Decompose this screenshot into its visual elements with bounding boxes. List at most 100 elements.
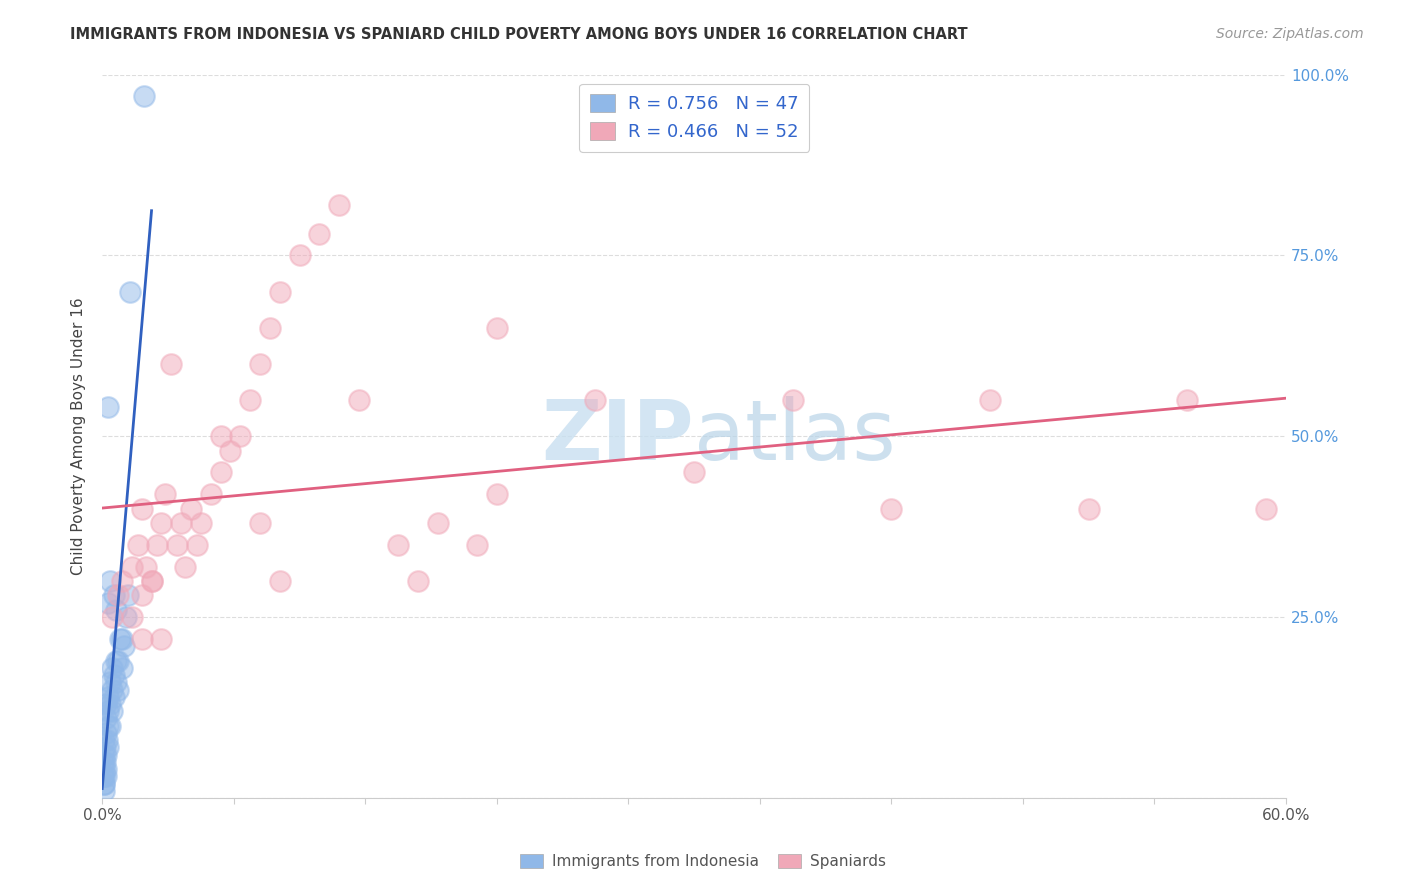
Point: [880, 501, 903, 516]
Point: [426, 516, 449, 530]
Point: [98, 675, 121, 690]
Point: [96, 711, 118, 725]
Point: [93, 733, 115, 747]
Point: [160, 357, 183, 371]
Text: IMMIGRANTS FROM INDONESIA VS SPANIARD CHILD POVERTY AMONG BOYS UNDER 16 CORRELAT: IMMIGRANTS FROM INDONESIA VS SPANIARD CH…: [70, 27, 967, 42]
Point: [107, 589, 129, 603]
Point: [583, 393, 606, 408]
Point: [97, 401, 120, 415]
Point: [97, 596, 120, 610]
Point: [174, 559, 197, 574]
Point: [121, 610, 143, 624]
Point: [101, 661, 124, 675]
Point: [97, 690, 120, 704]
Point: [249, 516, 271, 530]
Point: [91, 755, 114, 769]
Point: [117, 589, 139, 603]
Point: [98, 697, 121, 711]
Point: [1175, 393, 1198, 408]
Point: [308, 227, 330, 241]
Point: [98, 574, 121, 588]
Text: ZIP: ZIP: [541, 396, 695, 477]
Point: [269, 574, 291, 588]
Point: [209, 429, 232, 443]
Point: [269, 285, 291, 299]
Point: [131, 589, 153, 603]
Point: [93, 784, 115, 798]
Point: [101, 610, 124, 624]
Point: [108, 632, 131, 646]
Point: [93, 776, 115, 790]
Point: [135, 559, 157, 574]
Point: [115, 610, 138, 624]
Point: [219, 443, 242, 458]
Point: [288, 248, 311, 262]
Point: [170, 516, 193, 530]
Point: [150, 516, 173, 530]
Point: [101, 704, 124, 718]
Point: [103, 589, 125, 603]
Point: [249, 357, 271, 371]
Point: [485, 487, 508, 501]
Point: [141, 574, 163, 588]
Point: [96, 762, 118, 776]
Point: [94, 755, 117, 769]
Point: [96, 726, 118, 740]
Point: [105, 654, 128, 668]
Point: [93, 769, 115, 783]
Legend: R = 0.756   N = 47, R = 0.466   N = 52: R = 0.756 N = 47, R = 0.466 N = 52: [579, 84, 810, 152]
Point: [98, 719, 121, 733]
Point: [683, 466, 706, 480]
Point: [1077, 501, 1099, 516]
Point: [146, 538, 169, 552]
Point: [190, 516, 212, 530]
Point: [127, 538, 149, 552]
Point: [111, 632, 134, 646]
Point: [107, 654, 129, 668]
Point: [93, 762, 115, 776]
Point: [97, 740, 120, 755]
Point: [131, 632, 153, 646]
Point: [979, 393, 1001, 408]
Point: [186, 538, 208, 552]
Text: Source: ZipAtlas.com: Source: ZipAtlas.com: [1216, 27, 1364, 41]
Point: [118, 285, 141, 299]
Point: [141, 574, 163, 588]
Point: [200, 487, 222, 501]
Point: [97, 719, 120, 733]
Point: [97, 704, 120, 718]
Point: [180, 501, 202, 516]
Point: [96, 733, 118, 747]
Point: [132, 89, 155, 103]
Point: [1256, 501, 1278, 516]
Point: [166, 538, 188, 552]
Point: [328, 198, 350, 212]
Text: atlas: atlas: [695, 396, 896, 477]
Point: [387, 538, 409, 552]
Point: [259, 320, 281, 334]
Point: [209, 466, 232, 480]
Point: [111, 661, 134, 675]
Point: [107, 682, 129, 697]
Point: [485, 320, 508, 334]
Legend: Immigrants from Indonesia, Spaniards: Immigrants from Indonesia, Spaniards: [515, 847, 891, 875]
Point: [406, 574, 429, 588]
Point: [96, 747, 118, 762]
Point: [229, 429, 252, 443]
Point: [112, 639, 135, 653]
Point: [91, 769, 114, 783]
Point: [782, 393, 804, 408]
Y-axis label: Child Poverty Among Boys Under 16: Child Poverty Among Boys Under 16: [72, 297, 86, 575]
Point: [111, 574, 134, 588]
Point: [93, 776, 115, 790]
Point: [121, 559, 143, 574]
Point: [96, 697, 118, 711]
Point: [155, 487, 177, 501]
Point: [239, 393, 262, 408]
Point: [465, 538, 488, 552]
Point: [150, 632, 173, 646]
Point: [347, 393, 370, 408]
Point: [131, 501, 153, 516]
Point: [103, 668, 125, 682]
Point: [94, 740, 117, 755]
